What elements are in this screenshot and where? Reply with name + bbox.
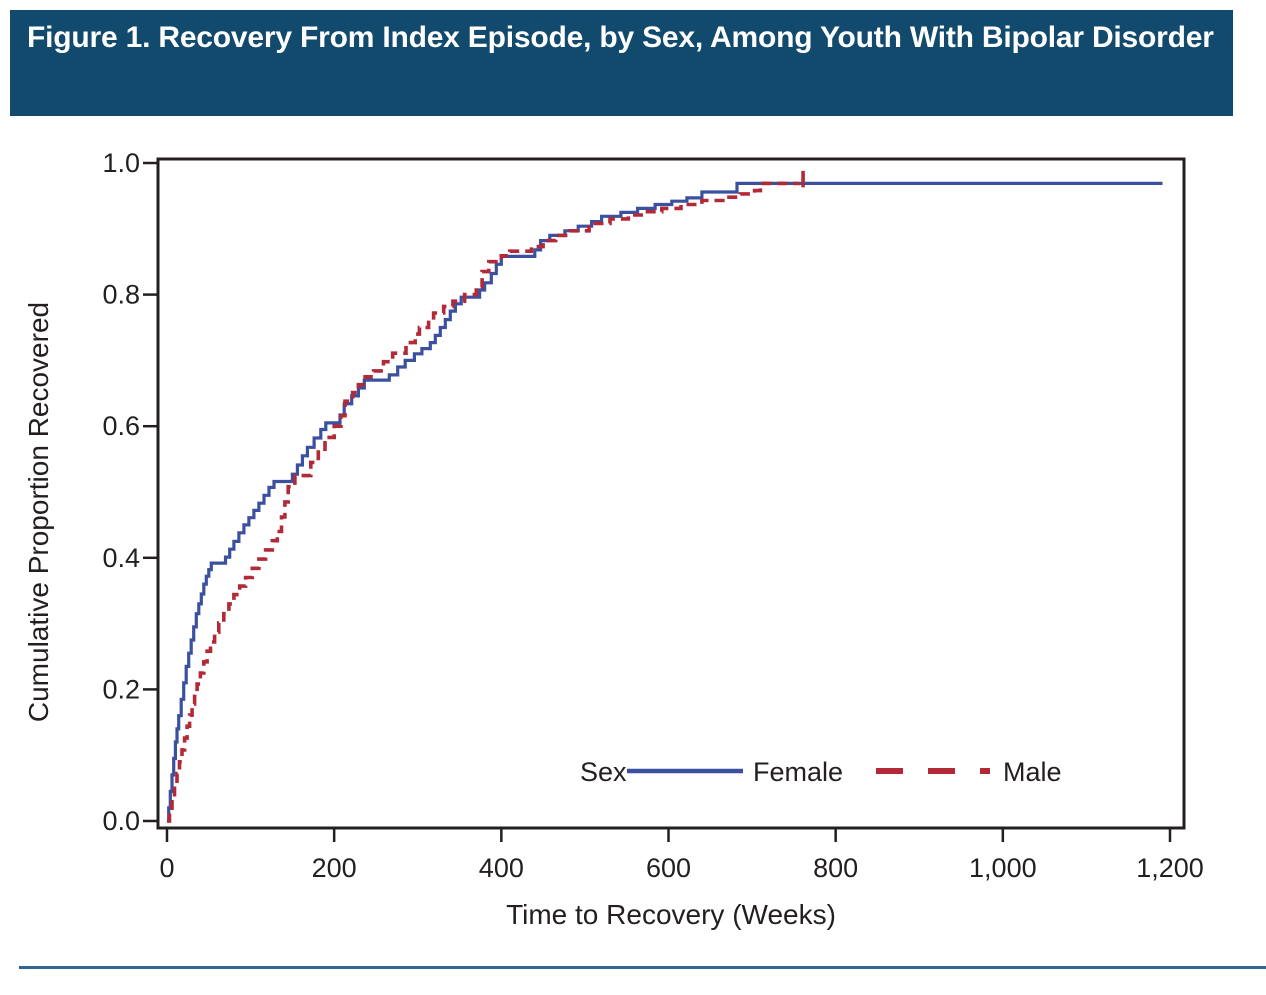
y-tick-label: 0.0 (102, 806, 140, 836)
series-female-curve (167, 181, 1163, 823)
y-tick-label: 0.2 (102, 674, 140, 704)
legend-label-female: Female (753, 757, 843, 787)
x-axis-title: Time to Recovery (Weeks) (506, 899, 836, 930)
x-tick-label: 400 (479, 853, 524, 883)
figure-title: Figure 1. Recovery From Index Episode, b… (27, 21, 1214, 54)
series-male-curve (167, 181, 800, 823)
y-axis-title: Cumulative Proportion Recovered (23, 302, 54, 722)
x-tick-label: 200 (312, 853, 357, 883)
y-tick-label: 0.4 (102, 543, 140, 573)
legend-label-male: Male (1003, 757, 1062, 787)
plot-border (156, 157, 1186, 830)
y-tick-label: 0.6 (102, 411, 140, 441)
x-tick-label: 1,200 (1136, 853, 1204, 883)
x-tick-label: 600 (646, 853, 691, 883)
x-tick-label: 0 (159, 853, 174, 883)
bottom-divider-rule (19, 966, 1266, 969)
x-tick-label: 1,000 (969, 853, 1037, 883)
x-tick-label: 800 (813, 853, 858, 883)
figure-title-bar: Figure 1. Recovery From Index Episode, b… (10, 10, 1233, 116)
legend-title: Sex (580, 757, 627, 787)
y-tick-label: 1.0 (102, 148, 140, 178)
y-tick-label: 0.8 (102, 280, 140, 310)
